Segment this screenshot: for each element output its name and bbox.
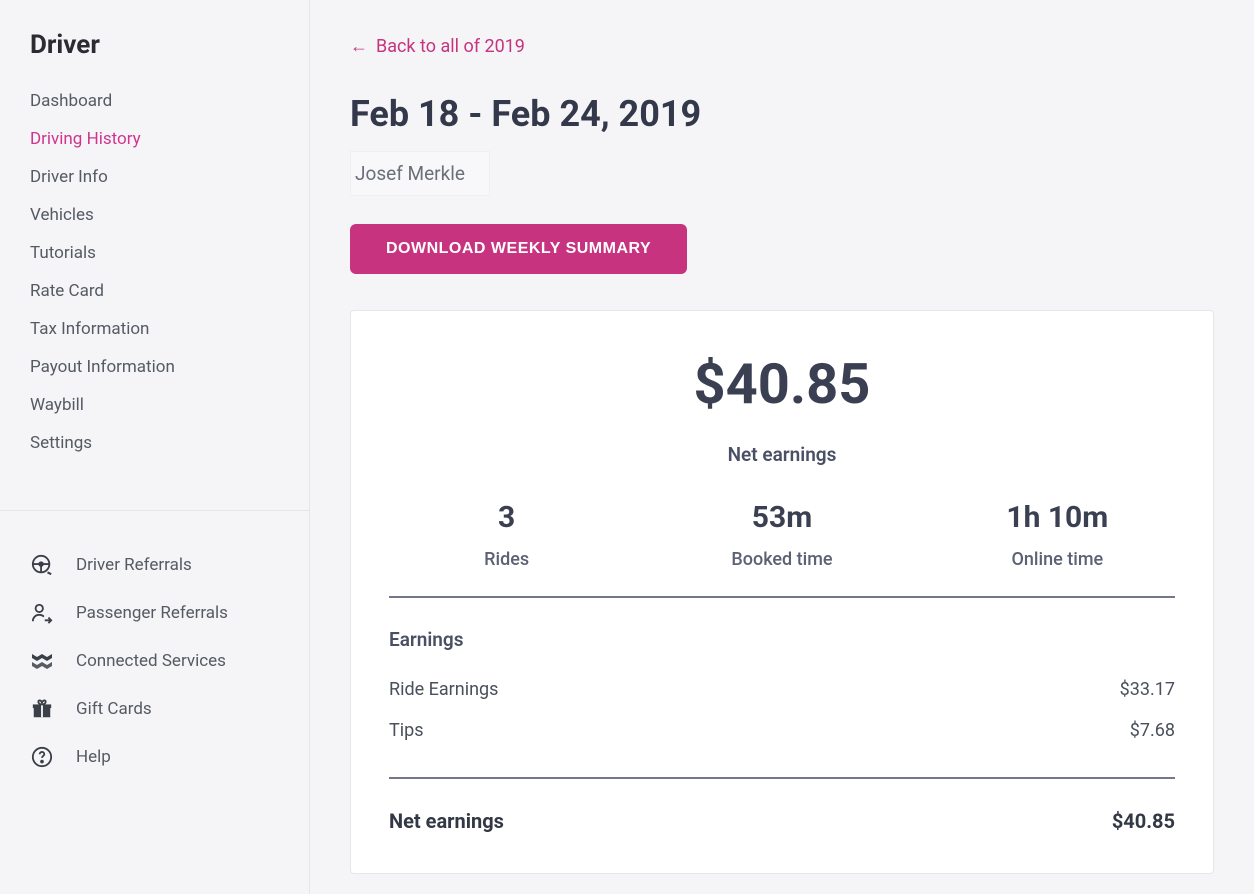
nav-item-driving-history[interactable]: Driving History	[30, 120, 279, 158]
earnings-row-label: Tips	[389, 720, 424, 741]
gift-icon	[30, 697, 54, 721]
earnings-row-label: Ride Earnings	[389, 679, 498, 700]
earnings-card: $40.85 Net earnings 3 Rides 53m Booked t…	[350, 310, 1214, 874]
stats-row: 3 Rides 53m Booked time 1h 10m Online ti…	[369, 490, 1195, 590]
sidebar: Driver Dashboard Driving History Driver …	[0, 0, 310, 894]
page-title: Feb 18 - Feb 24, 2019	[350, 93, 1214, 135]
net-earnings-label: Net earnings	[369, 443, 1195, 466]
nav-item-tax-information[interactable]: Tax Information	[30, 310, 279, 348]
action-label: Gift Cards	[76, 699, 152, 719]
earnings-breakdown: Earnings Ride Earnings $33.17 Tips $7.68	[369, 598, 1195, 771]
action-label: Connected Services	[76, 651, 226, 671]
stat-value: 3	[369, 500, 644, 535]
earnings-row-ride: Ride Earnings $33.17	[389, 669, 1175, 710]
steering-wheel-icon	[30, 553, 54, 577]
nav-item-payout-information[interactable]: Payout Information	[30, 348, 279, 386]
arrow-left-icon: ←	[350, 38, 368, 56]
action-label: Driver Referrals	[76, 555, 192, 575]
driver-name-select[interactable]: Josef Merkle	[350, 151, 490, 196]
person-arrow-icon	[30, 601, 54, 625]
nav-item-tutorials[interactable]: Tutorials	[30, 234, 279, 272]
action-connected-services[interactable]: Connected Services	[30, 637, 279, 685]
back-link-text: Back to all of 2019	[376, 36, 525, 57]
earnings-row-tips: Tips $7.68	[389, 710, 1175, 751]
action-label: Passenger Referrals	[76, 603, 228, 623]
stat-value: 1h 10m	[920, 500, 1195, 535]
nav-item-rate-card[interactable]: Rate Card	[30, 272, 279, 310]
stat-booked-time: 53m Booked time	[644, 500, 919, 570]
earnings-row-amount: $33.17	[1120, 679, 1175, 700]
net-row-amount: $40.85	[1112, 809, 1175, 833]
stat-label: Booked time	[644, 549, 919, 570]
stat-label: Rides	[369, 549, 644, 570]
stat-value: 53m	[644, 500, 919, 535]
action-label: Help	[76, 747, 111, 767]
nav-item-settings[interactable]: Settings	[30, 424, 279, 462]
net-row: Net earnings $40.85	[369, 779, 1195, 863]
sidebar-nav: Dashboard Driving History Driver Info Ve…	[30, 82, 279, 462]
net-row-label: Net earnings	[389, 809, 504, 833]
main-content: ← Back to all of 2019 Feb 18 - Feb 24, 2…	[310, 0, 1254, 894]
action-driver-referrals[interactable]: Driver Referrals	[30, 541, 279, 589]
nav-item-driver-info[interactable]: Driver Info	[30, 158, 279, 196]
sidebar-title: Driver	[30, 30, 279, 60]
action-gift-cards[interactable]: Gift Cards	[30, 685, 279, 733]
stat-online-time: 1h 10m Online time	[920, 500, 1195, 570]
net-earnings-amount: $40.85	[369, 351, 1195, 417]
help-circle-icon	[30, 745, 54, 769]
stat-rides: 3 Rides	[369, 500, 644, 570]
handshake-icon	[30, 649, 54, 673]
earnings-row-amount: $7.68	[1130, 720, 1175, 741]
nav-item-dashboard[interactable]: Dashboard	[30, 82, 279, 120]
earnings-title: Earnings	[389, 628, 1175, 651]
stat-label: Online time	[920, 549, 1195, 570]
action-help[interactable]: Help	[30, 733, 279, 781]
action-passenger-referrals[interactable]: Passenger Referrals	[30, 589, 279, 637]
nav-item-waybill[interactable]: Waybill	[30, 386, 279, 424]
back-link[interactable]: ← Back to all of 2019	[350, 36, 525, 57]
download-weekly-summary-button[interactable]: DOWNLOAD WEEKLY SUMMARY	[350, 224, 687, 274]
nav-item-vehicles[interactable]: Vehicles	[30, 196, 279, 234]
